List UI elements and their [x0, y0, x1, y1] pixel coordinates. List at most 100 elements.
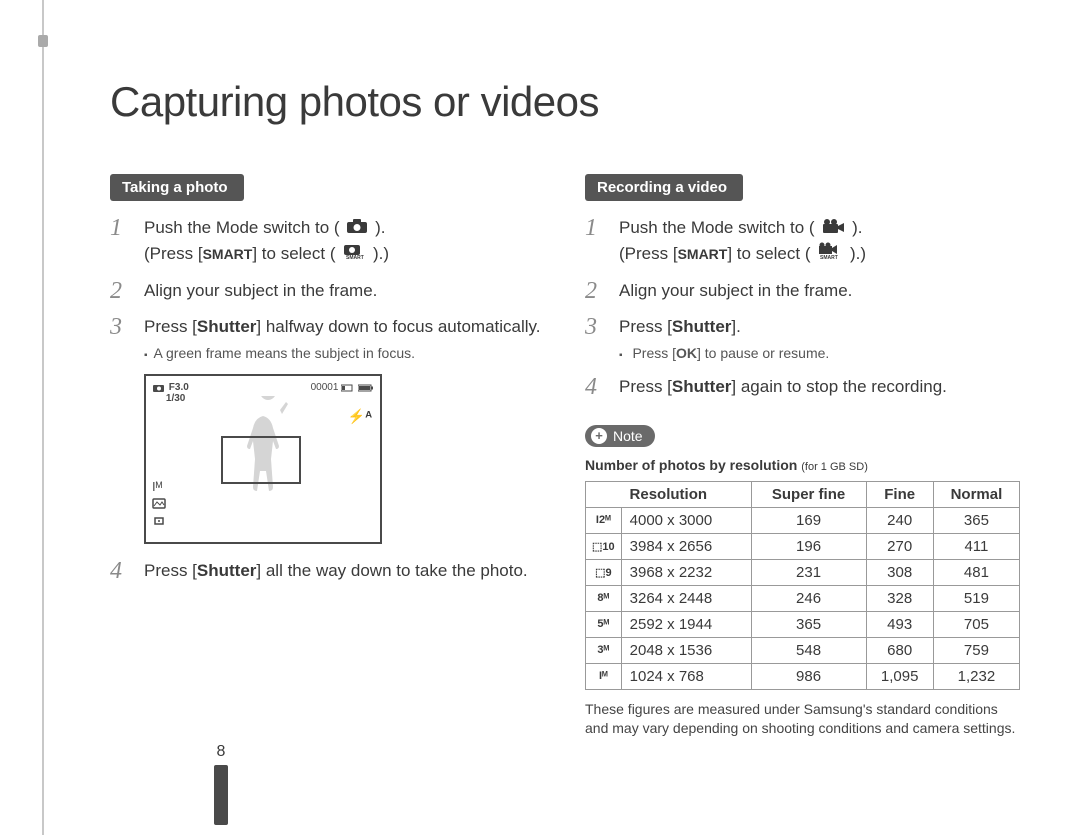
video-mode-icon [821, 216, 845, 242]
res-superfine: 548 [751, 637, 866, 663]
res-fine: 680 [866, 637, 933, 663]
res-fine: 240 [866, 507, 933, 533]
video-step-1: 1 Push the Mode switch to ( ). (Press [S… [585, 215, 1020, 268]
res-icon: ⬚10 [586, 533, 622, 559]
camera-icon [346, 216, 368, 242]
page-title: Capturing photos or videos [110, 78, 1020, 126]
columns: Taking a photo 1 Push the Mode switch to… [110, 174, 1020, 739]
res-fine: 308 [866, 559, 933, 585]
res-normal: 705 [933, 611, 1019, 637]
res-normal: 411 [933, 533, 1019, 559]
res-fine: 1,095 [866, 663, 933, 689]
res-fine: 328 [866, 585, 933, 611]
table-row: 8ᴹ3264 x 2448246328519 [586, 585, 1020, 611]
res-dimensions: 3264 x 2448 [621, 585, 751, 611]
lcd-exposure-info: F3.0 1/30 [152, 382, 189, 404]
table-footnote: These figures are measured under Samsung… [585, 700, 1020, 739]
table-row: ⬚93968 x 2232231308481 [586, 559, 1020, 585]
res-icon: Iᴹ [586, 663, 622, 689]
note-title: Number of photos by resolution (for 1 GB… [585, 457, 1020, 473]
step-body: Press [Shutter]. Press [OK] to pause or … [619, 314, 1020, 365]
lcd-counter-battery: 00001 [311, 382, 374, 393]
step-body: Align your subject in the frame. [619, 278, 1020, 304]
res-superfine: 986 [751, 663, 866, 689]
th-normal: Normal [933, 481, 1019, 507]
ok-label: OK [676, 345, 697, 361]
res-normal: 1,232 [933, 663, 1019, 689]
table-row: Iᴹ1024 x 7689861,0951,232 [586, 663, 1020, 689]
lcd-side-icons: Iᴹ [152, 478, 166, 533]
step-number: 3 [110, 314, 144, 365]
step-number: 1 [585, 215, 619, 268]
svg-text:SMART: SMART [820, 255, 838, 260]
left-column: Taking a photo 1 Push the Mode switch to… [110, 174, 545, 739]
focus-frame [221, 436, 301, 484]
step-number: 1 [110, 215, 144, 268]
page-number: 8 [212, 743, 230, 825]
th-fine: Fine [866, 481, 933, 507]
step-number: 2 [110, 278, 144, 304]
res-superfine: 365 [751, 611, 866, 637]
table-row: 3ᴹ2048 x 1536548680759 [586, 637, 1020, 663]
step-body: Press [Shutter] halfway down to focus au… [144, 314, 545, 365]
step-number: 3 [585, 314, 619, 365]
camera-lcd-preview: F3.0 1/30 00001 ⚡ᴬ Iᴹ [144, 374, 382, 544]
note-label: Note [585, 425, 655, 447]
lcd-flash-icon: ⚡ᴬ [348, 408, 372, 425]
th-resolution: Resolution [586, 481, 752, 507]
smart-button-label: SMART [678, 246, 728, 262]
page-binding-edge [42, 0, 44, 835]
photo-step-4: 4 Press [Shutter] all the way down to ta… [110, 558, 545, 584]
step-body: Press [Shutter] all the way down to take… [144, 558, 545, 584]
photo-step-2: 2 Align your subject in the frame. [110, 278, 545, 304]
res-icon: 3ᴹ [586, 637, 622, 663]
photo-step-1: 1 Push the Mode switch to ( ). (Press [S… [110, 215, 545, 268]
res-normal: 365 [933, 507, 1019, 533]
res-icon: 5ᴹ [586, 611, 622, 637]
shutter-label: Shutter [672, 317, 732, 336]
right-column: Recording a video 1 Push the Mode switch… [585, 174, 1020, 739]
res-superfine: 169 [751, 507, 866, 533]
step-body: Press [Shutter] again to stop the record… [619, 374, 1020, 400]
shutter-label: Shutter [672, 377, 732, 396]
res-icon: I2ᴹ [586, 507, 622, 533]
res-normal: 759 [933, 637, 1019, 663]
res-icon: 8ᴹ [586, 585, 622, 611]
res-dimensions: 4000 x 3000 [621, 507, 751, 533]
resolution-table: Resolution Super fine Fine Normal I2ᴹ400… [585, 481, 1020, 690]
photo-step-3-sub: A green frame means the subject in focus… [144, 343, 545, 364]
res-dimensions: 3968 x 2232 [621, 559, 751, 585]
th-superfine: Super fine [751, 481, 866, 507]
res-normal: 481 [933, 559, 1019, 585]
step-body: Push the Mode switch to ( ). (Press [SMA… [619, 215, 1020, 268]
svg-text:SMART: SMART [346, 255, 364, 260]
smart-auto-camera-icon: SMART [342, 242, 366, 268]
page-number-bar [214, 765, 228, 825]
video-step-3-sub: Press [OK] to pause or resume. [619, 343, 1020, 364]
res-dimensions: 2048 x 1536 [621, 637, 751, 663]
res-fine: 270 [866, 533, 933, 559]
step-body: Push the Mode switch to ( ). (Press [SMA… [144, 215, 545, 268]
res-superfine: 246 [751, 585, 866, 611]
res-icon: ⬚9 [586, 559, 622, 585]
step-number: 4 [585, 374, 619, 400]
table-row: 5ᴹ2592 x 1944365493705 [586, 611, 1020, 637]
step-number: 4 [110, 558, 144, 584]
video-step-2: 2 Align your subject in the frame. [585, 278, 1020, 304]
page-content: Capturing photos or videos Taking a phot… [0, 0, 1080, 769]
recording-video-heading: Recording a video [585, 174, 743, 201]
shutter-label: Shutter [197, 561, 257, 580]
shutter-label: Shutter [197, 317, 257, 336]
smart-button-label: SMART [203, 246, 253, 262]
res-dimensions: 1024 x 768 [621, 663, 751, 689]
res-normal: 519 [933, 585, 1019, 611]
step-body: Align your subject in the frame. [144, 278, 545, 304]
table-row: ⬚103984 x 2656196270411 [586, 533, 1020, 559]
taking-photo-heading: Taking a photo [110, 174, 244, 201]
res-dimensions: 3984 x 2656 [621, 533, 751, 559]
table-row: I2ᴹ4000 x 3000169240365 [586, 507, 1020, 533]
video-step-3: 3 Press [Shutter]. Press [OK] to pause o… [585, 314, 1020, 365]
res-fine: 493 [866, 611, 933, 637]
res-superfine: 196 [751, 533, 866, 559]
photo-step-3: 3 Press [Shutter] halfway down to focus … [110, 314, 545, 365]
